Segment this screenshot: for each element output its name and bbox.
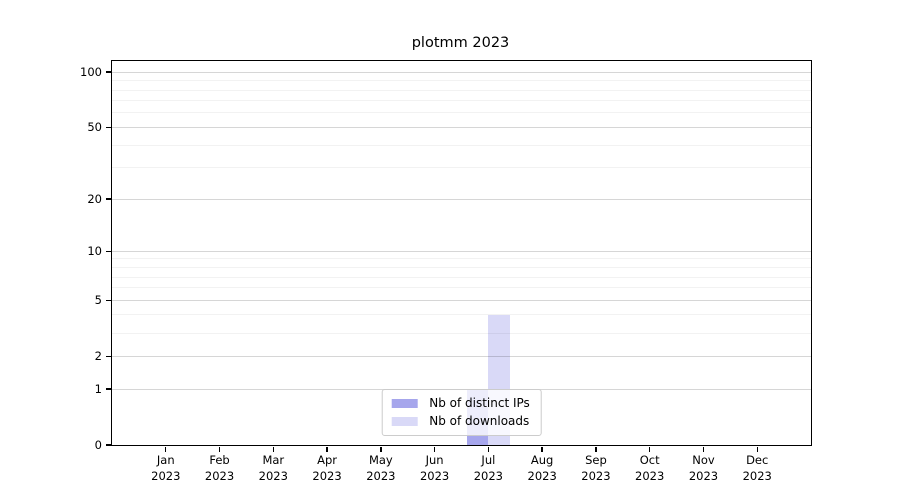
x-axis-tick — [595, 446, 597, 452]
y-axis-tick — [105, 250, 111, 252]
y-axis-tick — [105, 126, 111, 129]
x-axis-tick-label: Nov 2023 — [688, 453, 719, 483]
y-axis-tick-label: 20 — [87, 192, 102, 207]
x-axis-tick — [756, 446, 758, 452]
y-axis-tick-label: 10 — [87, 244, 102, 259]
minor-gridline — [112, 258, 811, 260]
x-axis-tick-label: Jun 2023 — [419, 453, 450, 483]
x-axis-tick-label: Apr 2023 — [312, 453, 342, 483]
chart-title: plotmm 2023 — [411, 35, 510, 51]
minor-gridline — [112, 112, 811, 114]
major-gridline — [112, 250, 811, 252]
x-axis-tick-label: Sep 2023 — [581, 453, 611, 483]
x-axis-tick — [165, 446, 167, 452]
legend-label-downloads: Nb of downloads — [429, 414, 530, 428]
x-axis-tick — [272, 446, 274, 452]
y-axis-tick — [105, 355, 111, 357]
y-axis-tick-label: 1 — [94, 382, 102, 396]
legend-swatch-distinct-ips-icon — [391, 398, 418, 409]
y-axis-tick — [105, 388, 111, 390]
x-axis-tick-label: Dec 2023 — [742, 453, 772, 483]
y-axis-tick-label: 2 — [94, 349, 102, 364]
major-gridline — [112, 355, 811, 357]
y-axis-tick-label: 5 — [94, 293, 102, 308]
x-axis-tick-label: May 2023 — [366, 453, 396, 483]
y-axis-tick-label: 100 — [80, 65, 102, 80]
x-axis-tick-label: Mar 2023 — [258, 453, 288, 483]
major-gridline — [112, 126, 811, 128]
legend-item-downloads: Nb of downloads — [391, 414, 530, 429]
x-axis-tick — [648, 446, 651, 452]
x-axis-tick — [433, 446, 436, 452]
legend-label-distinct-ips: Nb of distinct IPs — [429, 396, 530, 410]
minor-gridline — [112, 267, 811, 268]
major-gridline — [112, 71, 811, 73]
legend: Nb of distinct IPs Nb of downloads — [381, 389, 542, 436]
minor-gridline — [112, 332, 811, 334]
major-gridline — [112, 198, 811, 200]
x-axis-tick — [380, 446, 382, 452]
minor-gridline — [112, 89, 811, 91]
x-axis-tick-label: Oct 2023 — [635, 453, 665, 483]
x-axis-tick — [541, 446, 543, 452]
x-axis-tick — [326, 446, 328, 452]
x-axis-tick — [218, 446, 221, 452]
minor-gridline — [112, 314, 811, 316]
y-axis-tick — [105, 71, 111, 73]
minor-gridline — [112, 100, 811, 102]
x-axis-tick-label: Jan 2023 — [151, 453, 181, 483]
minor-gridline — [112, 276, 811, 278]
minor-gridline — [112, 144, 811, 146]
y-axis-tick — [105, 299, 111, 301]
x-axis-tick — [487, 446, 490, 452]
y-axis-tick — [105, 198, 111, 200]
minor-gridline — [112, 287, 811, 289]
legend-item-distinct-ips: Nb of distinct IPs — [391, 396, 530, 411]
major-gridline — [112, 299, 811, 301]
x-axis-tick-label: Feb 2023 — [204, 453, 235, 483]
plot-area: Nb of distinct IPs Nb of downloads 0 1 2 5 1… — [80, 60, 812, 483]
legend-swatch-downloads-icon — [391, 416, 418, 427]
y-axis-tick — [105, 444, 111, 446]
minor-gridline — [112, 167, 811, 169]
x-axis-tick-label: Aug 2023 — [527, 453, 557, 483]
x-axis-tick — [702, 446, 705, 452]
y-axis-tick-label: 50 — [87, 120, 102, 135]
x-axis-tick-label: Jul 2023 — [473, 453, 504, 483]
y-axis-tick-label: 0 — [94, 438, 102, 452]
minor-gridline — [112, 80, 811, 82]
